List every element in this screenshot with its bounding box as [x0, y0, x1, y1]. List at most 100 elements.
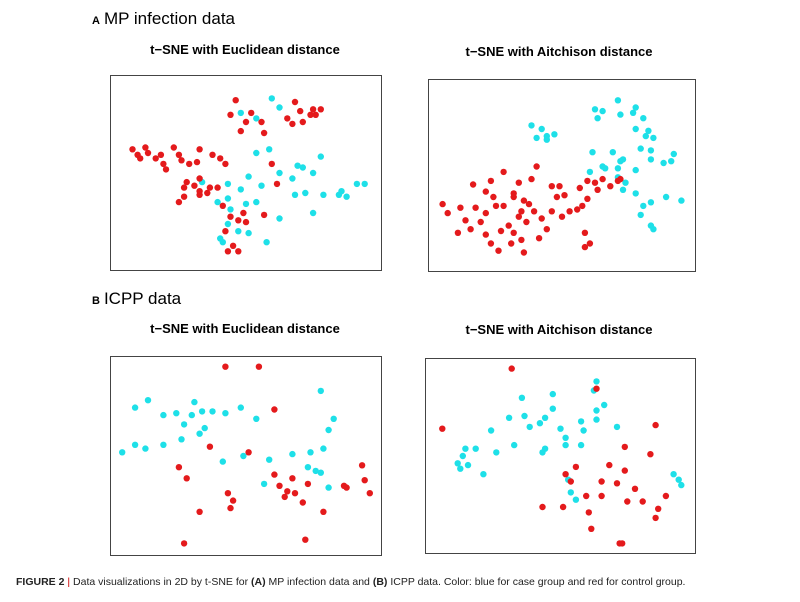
- scatter-point: [530, 208, 538, 215]
- scatter-point: [619, 156, 627, 163]
- scatter-point: [266, 146, 273, 153]
- scatter-point: [196, 146, 203, 153]
- scatter-point: [439, 200, 446, 208]
- scatter-point: [245, 173, 252, 180]
- scatter-point: [639, 498, 646, 505]
- scatter-point: [144, 397, 152, 404]
- scatter-point: [284, 115, 291, 122]
- scatter-point: [631, 485, 639, 492]
- scatter-point: [525, 200, 533, 208]
- scatter-point: [505, 414, 513, 421]
- scatter-point: [325, 484, 332, 491]
- scatter-point: [660, 159, 667, 167]
- scatter-point: [219, 202, 226, 209]
- scatter-point: [191, 398, 198, 406]
- scatter-point: [492, 202, 500, 210]
- scatter-point: [613, 480, 621, 487]
- scatter-point: [343, 193, 350, 200]
- scatter-point: [193, 158, 201, 166]
- series-0: [454, 378, 685, 503]
- scatter-point: [640, 202, 647, 210]
- scatter-point: [222, 363, 229, 370]
- scatter-point: [549, 390, 556, 398]
- scatter-point: [297, 107, 304, 115]
- scatter-point: [619, 540, 626, 547]
- series-0: [528, 97, 685, 233]
- caption-ref-b: (B): [372, 576, 388, 588]
- scatter-point: [214, 198, 221, 206]
- scatter-point: [670, 471, 677, 478]
- scatter-point: [487, 177, 495, 185]
- series-1: [439, 163, 624, 256]
- scatter-point: [227, 206, 234, 213]
- scatter-point: [180, 421, 188, 428]
- scatter-point: [493, 449, 500, 456]
- scatter-point: [622, 179, 629, 186]
- scatter-point: [662, 492, 670, 500]
- scatter-point: [312, 111, 319, 118]
- scatter-point: [584, 195, 591, 202]
- scatter-point: [312, 467, 319, 475]
- scatter-point: [196, 191, 203, 198]
- scatter-point: [227, 504, 234, 512]
- plot-frame: [110, 356, 382, 556]
- scatter-point: [518, 208, 525, 215]
- scatter-point: [175, 464, 183, 471]
- scatter-point: [561, 192, 568, 199]
- scatter-point: [276, 215, 283, 222]
- scatter-point: [281, 493, 288, 501]
- scatter-point: [472, 445, 479, 452]
- scatter-point: [291, 191, 299, 198]
- scatter-point: [515, 213, 522, 220]
- scatter-point: [543, 136, 550, 143]
- scatter-point: [613, 423, 621, 431]
- scatter-point: [240, 209, 247, 217]
- scatter-point: [523, 218, 530, 226]
- scatter-point: [556, 183, 563, 190]
- scatter-point: [255, 363, 263, 370]
- scatter-point: [180, 184, 188, 191]
- scatter-point: [253, 149, 260, 157]
- scatter-point: [606, 461, 613, 469]
- scatter-point: [668, 158, 675, 165]
- scatter-point: [198, 408, 206, 415]
- scatter-point: [678, 197, 685, 204]
- scatter-point: [224, 248, 232, 255]
- scatter-point: [304, 480, 312, 488]
- scatter-point: [222, 160, 229, 168]
- series-1: [129, 97, 324, 255]
- scatter-point: [567, 489, 574, 496]
- scatter-point: [196, 430, 203, 437]
- scatter-point: [607, 183, 614, 190]
- scatter-point: [253, 415, 260, 422]
- scatter-point: [242, 118, 250, 126]
- scatter-point: [253, 198, 260, 206]
- scatter-point: [276, 169, 283, 177]
- plot-frame: [425, 358, 696, 554]
- scatter-point: [586, 168, 594, 176]
- scatter-point: [268, 95, 275, 102]
- scatter-point: [477, 218, 484, 226]
- panel-3-title: t−SNE with Euclidean distance: [150, 321, 340, 336]
- scatter-point: [647, 451, 654, 458]
- scatter-point: [217, 155, 224, 162]
- scatter-point: [284, 488, 291, 495]
- scatter-point: [464, 461, 472, 469]
- scatter-point: [209, 408, 216, 415]
- scatter-point: [632, 104, 639, 111]
- scatter-point: [577, 441, 585, 449]
- scatter-point: [652, 421, 659, 429]
- scatter-point: [593, 416, 600, 423]
- scatter-point: [528, 175, 535, 183]
- scatter-point: [574, 206, 581, 213]
- scatter-point: [500, 202, 507, 210]
- scatter-point: [137, 155, 144, 162]
- scatter-point: [196, 508, 203, 515]
- scatter-point: [459, 452, 466, 460]
- scatter-point: [157, 151, 165, 158]
- scatter-point: [647, 147, 655, 154]
- scatter-point: [562, 471, 569, 478]
- scatter-point: [543, 226, 550, 233]
- scatter-point: [637, 145, 644, 152]
- scatter-point: [583, 492, 590, 500]
